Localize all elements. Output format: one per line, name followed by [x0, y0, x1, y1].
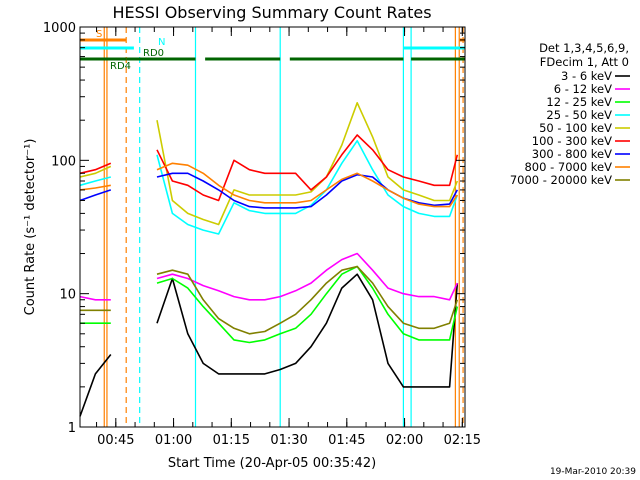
legend-entry-2: 12 - 25 keV [546, 95, 612, 109]
legend-entry-0: 3 - 6 keV [561, 69, 612, 83]
y-tick-label-1: 10 [59, 288, 76, 303]
legend-entry-5: 100 - 300 keV [532, 134, 612, 148]
x-axis-label: Start Time (20-Apr-05 00:35:42) [168, 456, 376, 471]
x-tick-label-1: 01:00 [155, 433, 192, 448]
chart-title: HESSI Observing Summary Count Rates [112, 3, 431, 22]
series-line-5-1 [156, 134, 459, 202]
series-line-6-0 [79, 189, 112, 202]
y-tick-label-0: 1 [68, 421, 76, 436]
series-line-4-1 [156, 102, 459, 226]
timestamp: 19-Mar-2010 20:39 [550, 467, 636, 477]
legend-header-0: Det 1,3,4,5,6,9, [539, 41, 629, 55]
legend: Det 1,3,4,5,6,9,FDecim 1, Att 03 - 6 keV… [510, 41, 630, 187]
mode-label-rd4: RD4 [110, 61, 131, 72]
legend-entry-6: 300 - 800 keV [532, 147, 612, 161]
x-tick-label-3: 01:30 [270, 433, 307, 448]
x-tick-label-4: 01:45 [328, 433, 365, 448]
x-tick-label-0: 00:45 [97, 433, 134, 448]
series-line-4-0 [79, 165, 112, 178]
mode-label-n: N [158, 37, 165, 48]
legend-entry-3: 25 - 50 keV [546, 108, 612, 122]
series-line-8-1 [156, 265, 459, 335]
series-line-3-0 [79, 176, 112, 187]
x-tick-label-5: 02:00 [386, 433, 423, 448]
legend-header-1: FDecim 1, Att 0 [540, 55, 629, 69]
series-line-0-1 [156, 273, 459, 388]
series-line-6-1 [156, 172, 459, 209]
x-tick-label-2: 01:15 [213, 433, 250, 448]
mode-label-rd0: RD0 [143, 48, 164, 59]
series-line-2-1 [156, 265, 459, 344]
x-tick-label-6: 02:15 [444, 433, 481, 448]
series-line-7-1 [156, 162, 458, 208]
y-tick-label-2: 100 [51, 154, 76, 169]
series-line-1-1 [156, 252, 459, 301]
plot-frame [79, 26, 466, 428]
legend-entry-4: 50 - 100 keV [539, 121, 612, 135]
series-line-0-0 [79, 354, 112, 417]
legend-entry-7: 800 - 7000 keV [524, 160, 612, 174]
series-line-1-0 [79, 295, 111, 301]
y-tick-label-3: 1000 [43, 21, 76, 36]
vertical-markers [103, 27, 464, 427]
y-axis-label: Count Rate (s⁻¹ detector⁻¹) [23, 139, 38, 316]
series-line-3-1 [156, 140, 459, 235]
legend-entry-1: 6 - 12 keV [554, 82, 612, 96]
series-line-5-0 [79, 162, 112, 175]
series-lines [79, 102, 459, 417]
axes: 1 10 100 1000 00:45 01:00 01:15 01:30 01:45 02:00… [43, 21, 481, 448]
mode-label-s: S [96, 29, 102, 40]
legend-entry-8: 7000 - 20000 keV [510, 173, 612, 187]
series-line-7-0 [79, 184, 111, 191]
